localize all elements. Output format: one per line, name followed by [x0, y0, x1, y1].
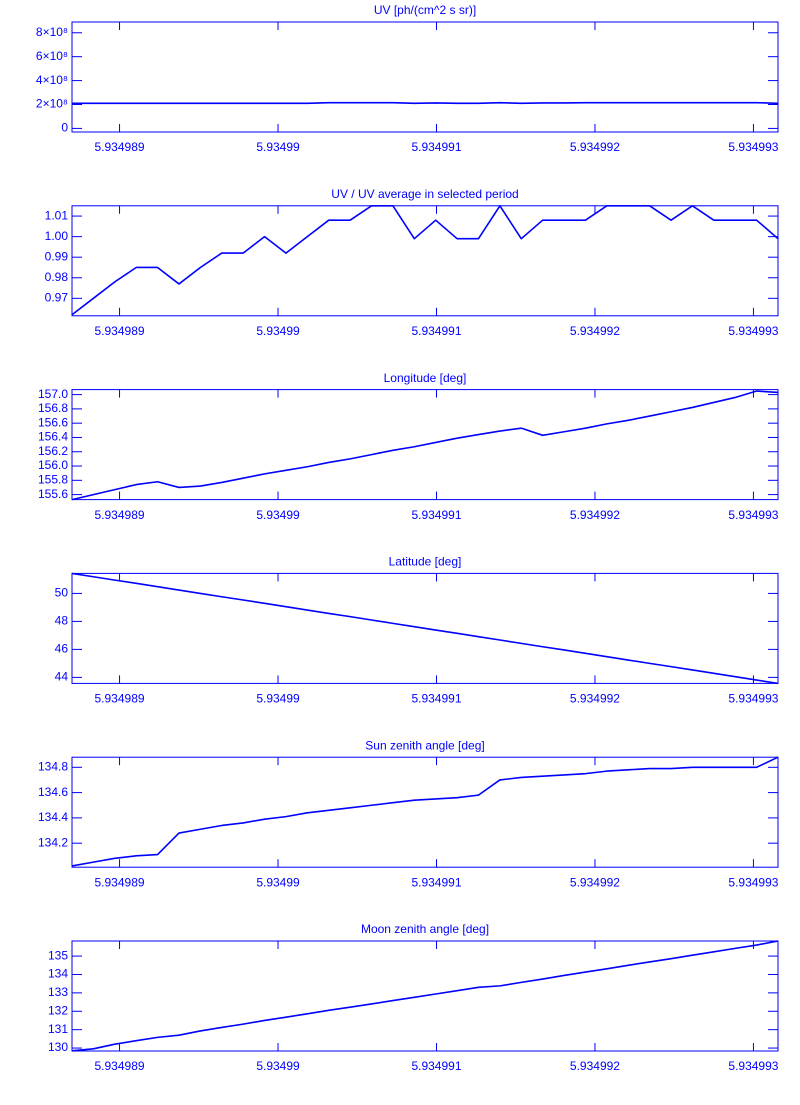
plot-frame — [71, 940, 779, 1052]
y-tick-label: 4×10⁸ — [36, 73, 68, 87]
y-tick-label: 133 — [48, 985, 68, 999]
plot-frame — [71, 205, 779, 317]
x-tick-label: 5.934993 — [728, 508, 778, 522]
x-tick-label: 5.934992 — [570, 508, 620, 522]
x-tick-label: 5.934993 — [728, 875, 778, 889]
x-tick-label: 5.934993 — [728, 140, 778, 154]
data-line — [71, 940, 779, 1052]
y-tick-label: 0.99 — [45, 249, 69, 263]
y-tick-label: 156.0 — [38, 458, 68, 472]
x-tick-label: 5.934992 — [570, 324, 620, 338]
x-tick-label: 5.934993 — [728, 324, 778, 338]
x-tick-label: 5.93499 — [256, 140, 300, 154]
chart-title: Sun zenith angle [deg] — [365, 738, 484, 752]
y-tick-label: 48 — [55, 614, 69, 628]
y-tick-label: 0 — [61, 121, 68, 135]
x-tick-label: 5.934991 — [411, 508, 461, 522]
plot-frame — [71, 756, 779, 868]
y-tick-label: 0.98 — [45, 270, 69, 284]
x-tick-label: 5.934991 — [411, 1059, 461, 1073]
y-tick-label: 2×10⁸ — [36, 97, 68, 111]
data-line — [71, 572, 779, 685]
y-tick-label: 155.6 — [38, 487, 68, 501]
x-tick-label: 5.934993 — [728, 692, 778, 706]
plot-frame — [71, 21, 779, 133]
y-tick-label: 155.8 — [38, 472, 68, 486]
x-tick-label: 5.934991 — [411, 875, 461, 889]
y-tick-label: 1.00 — [45, 229, 69, 243]
x-tick-label: 5.93499 — [256, 692, 300, 706]
chart-title: Latitude [deg] — [389, 555, 462, 569]
y-tick-label: 134 — [48, 967, 68, 981]
data-line — [71, 390, 779, 501]
plot-frame — [71, 389, 779, 501]
x-tick-label: 5.934993 — [728, 1059, 778, 1073]
y-tick-label: 156.4 — [38, 430, 68, 444]
y-tick-label: 0.97 — [45, 290, 69, 304]
y-tick-label: 6×10⁸ — [36, 49, 68, 63]
y-tick-label: 156.2 — [38, 444, 68, 458]
y-tick-label: 134.4 — [38, 810, 68, 824]
chart-title: Longitude [deg] — [384, 371, 467, 385]
x-tick-label: 5.934991 — [411, 324, 461, 338]
x-tick-label: 5.934991 — [411, 692, 461, 706]
x-tick-label: 5.93499 — [256, 875, 300, 889]
x-tick-label: 5.93499 — [256, 1059, 300, 1073]
x-tick-label: 5.934989 — [95, 875, 145, 889]
chart-title: UV / UV average in selected period — [331, 187, 518, 201]
y-tick-label: 131 — [48, 1022, 68, 1036]
x-tick-label: 5.934991 — [411, 140, 461, 154]
y-tick-label: 132 — [48, 1003, 68, 1017]
data-line — [71, 756, 779, 867]
plot-frame — [71, 572, 779, 684]
y-tick-label: 50 — [55, 586, 69, 600]
chart-title: Moon zenith angle [deg] — [361, 922, 489, 936]
x-tick-label: 5.934989 — [95, 324, 145, 338]
y-tick-label: 156.8 — [38, 401, 68, 415]
y-tick-label: 134.8 — [38, 759, 68, 773]
y-tick-label: 135 — [48, 948, 68, 962]
x-tick-label: 5.934992 — [570, 875, 620, 889]
x-tick-label: 5.934992 — [570, 692, 620, 706]
y-tick-label: 134.2 — [38, 835, 68, 849]
x-tick-label: 5.934989 — [95, 692, 145, 706]
x-tick-label: 5.934989 — [95, 140, 145, 154]
y-tick-label: 1.01 — [45, 208, 69, 222]
y-tick-label: 134.6 — [38, 785, 68, 799]
y-tick-label: 157.0 — [38, 387, 68, 401]
x-tick-label: 5.934992 — [570, 1059, 620, 1073]
data-line — [71, 205, 779, 316]
y-tick-label: 156.6 — [38, 415, 68, 429]
x-tick-label: 5.934992 — [570, 140, 620, 154]
x-tick-label: 5.934989 — [95, 508, 145, 522]
y-tick-label: 8×10⁸ — [36, 25, 68, 39]
data-line — [72, 101, 779, 105]
x-tick-label: 5.934989 — [95, 1059, 145, 1073]
y-tick-label: 44 — [55, 670, 69, 684]
y-tick-label: 130 — [48, 1040, 68, 1054]
x-tick-label: 5.93499 — [256, 324, 300, 338]
x-tick-label: 5.93499 — [256, 508, 300, 522]
chart-title: UV [ph/(cm^2 s sr)] — [374, 3, 476, 17]
y-tick-label: 46 — [55, 642, 69, 656]
